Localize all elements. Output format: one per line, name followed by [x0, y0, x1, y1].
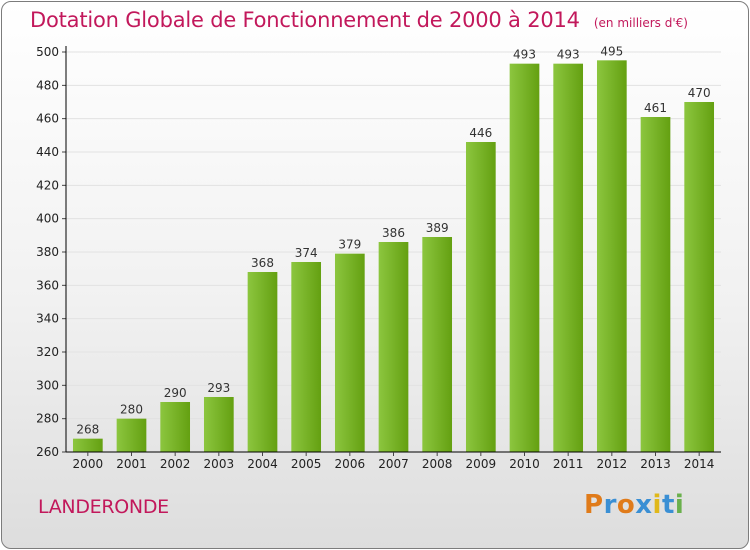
logo-letter: o [616, 490, 636, 520]
axis-layer: 260 280 300 320 340 360 380 400 420 440 460 480 500 2… [36, 45, 721, 471]
logo-letter: r [603, 490, 617, 520]
x-tick-label-2012: 2012 [597, 457, 628, 471]
x-tick-label-2004: 2004 [247, 457, 278, 471]
chart-title: Dotation Globale de Fonctionnement de 20… [30, 8, 688, 32]
bar-2011 [553, 63, 584, 453]
x-tick-label-2005: 2005 [291, 457, 322, 471]
y-tick-label: 340 [36, 312, 59, 326]
logo-letter: i [674, 490, 685, 520]
value-label-2002: 290 [164, 386, 187, 400]
bar-2008 [422, 237, 453, 452]
x-tick-label-2014: 2014 [684, 457, 715, 471]
bar-2002 [160, 402, 191, 452]
bar-2003 [203, 397, 234, 452]
value-label-2005: 374 [295, 246, 318, 260]
x-tick-label-2000: 2000 [73, 457, 104, 471]
unit-note: (en milliers d'€) [593, 16, 688, 30]
y-tick-label: 280 [36, 412, 59, 426]
y-tick-label: 420 [36, 178, 59, 192]
bar-2006 [334, 253, 365, 452]
y-tick-label: 400 [36, 212, 59, 226]
value-label-2008: 389 [426, 221, 449, 235]
value-label-2006: 379 [338, 238, 361, 252]
x-tick-label-2011: 2011 [553, 457, 584, 471]
y-tick-label: 380 [36, 245, 59, 259]
x-tick-label-2002: 2002 [160, 457, 191, 471]
y-tick-label: 500 [36, 45, 59, 59]
commune-name: LANDERONDE [38, 496, 169, 518]
y-tick-label: 360 [36, 278, 59, 292]
bar-2010 [509, 63, 540, 453]
y-tick-label: 440 [36, 145, 59, 159]
logo-letter: t [661, 490, 675, 520]
logo-letter: i [652, 490, 662, 520]
value-label-2010: 493 [513, 48, 536, 62]
x-tick-label-2001: 2001 [116, 457, 147, 471]
bar-2009 [465, 142, 496, 452]
x-tick-label-2003: 2003 [204, 457, 235, 471]
value-label-2000: 268 [76, 423, 99, 437]
bar-2000 [72, 438, 103, 452]
logo-letter: x [635, 490, 653, 520]
proxiti-logo: Proxiti [584, 490, 684, 520]
value-label-2004: 368 [251, 256, 274, 270]
value-label-2007: 386 [382, 226, 405, 240]
value-label-2014: 470 [688, 86, 711, 100]
bar-2012 [596, 60, 627, 452]
value-label-2003: 293 [207, 381, 230, 395]
title-text: Dotation Globale de Fonctionnement de 20… [30, 8, 580, 32]
bar-2004 [247, 272, 278, 452]
bar-2013 [640, 117, 671, 452]
value-label-2012: 495 [600, 44, 623, 58]
value-label-2001: 280 [120, 403, 143, 417]
x-tick-label-2010: 2010 [509, 457, 540, 471]
y-tick-label: 480 [36, 78, 59, 92]
value-label-2013: 461 [644, 101, 667, 115]
bars-layer: 268 280 290 293 368 374 379 386 389 446 493 493 495 4… [72, 44, 715, 453]
y-tick-label: 320 [36, 345, 59, 359]
value-label-2011: 493 [557, 48, 580, 62]
x-tick-label-2008: 2008 [422, 457, 453, 471]
x-tick-label-2006: 2006 [335, 457, 366, 471]
y-tick-label: 460 [36, 112, 59, 126]
value-label-2009: 446 [469, 126, 492, 140]
bar-2005 [291, 262, 322, 452]
y-tick-label: 260 [36, 445, 59, 459]
bar-2014 [684, 102, 715, 452]
y-tick-label: 300 [36, 378, 59, 392]
x-tick-label-2007: 2007 [378, 457, 409, 471]
x-tick-label-2013: 2013 [640, 457, 671, 471]
bar-2001 [116, 418, 147, 452]
bar-2007 [378, 242, 409, 452]
x-tick-label-2009: 2009 [466, 457, 497, 471]
logo-letter: P [584, 490, 604, 520]
